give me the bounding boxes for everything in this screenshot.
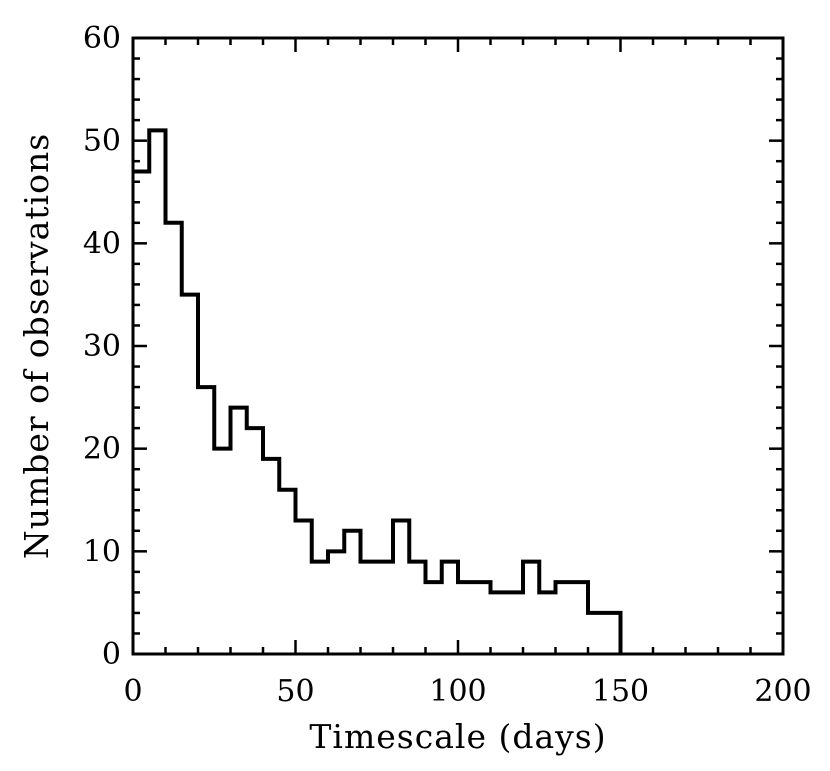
y-axis-label: Number of observations <box>17 133 56 559</box>
x-axis-label: Timescale (days) <box>309 717 606 756</box>
x-tick-label: 200 <box>754 674 811 709</box>
y-tick-label: 40 <box>83 226 121 261</box>
x-tick-label: 150 <box>592 674 649 709</box>
y-tick-label: 10 <box>83 534 121 569</box>
x-tick-label: 0 <box>123 674 142 709</box>
y-tick-label: 30 <box>83 329 121 364</box>
y-tick-label: 60 <box>83 21 121 56</box>
y-tick-labels: 0 10 20 30 40 50 60 <box>83 21 121 672</box>
axis-ticks <box>131 36 785 656</box>
y-tick-label: 20 <box>83 432 121 467</box>
y-tick-label: 50 <box>83 124 121 159</box>
x-tick-label: 100 <box>429 674 486 709</box>
x-tick-label: 50 <box>276 674 314 709</box>
x-tick-labels: 0 50 100 150 200 <box>123 674 811 709</box>
histogram-outline <box>133 128 623 654</box>
y-tick-label: 0 <box>102 637 121 672</box>
